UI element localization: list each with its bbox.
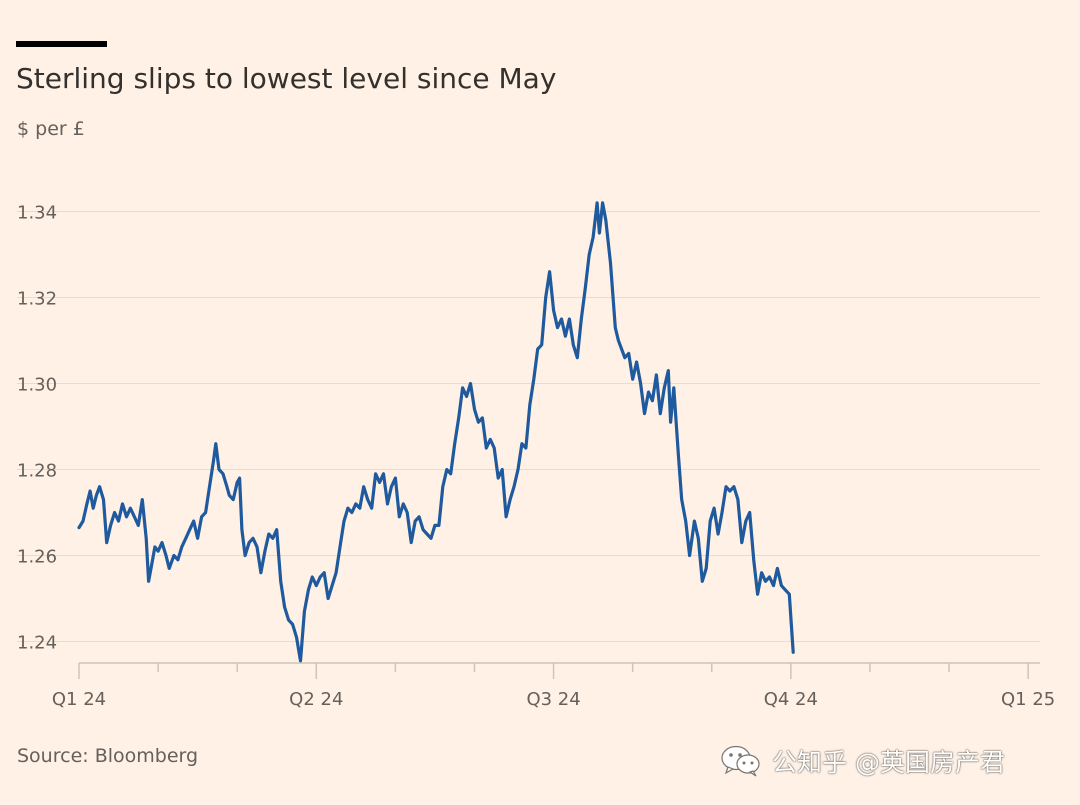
x-tick-label: Q1 24	[52, 689, 106, 710]
chart-source: Source: Bloomberg	[17, 745, 199, 767]
y-tick-label: 1.34	[17, 203, 57, 224]
watermark-text: 公知乎 @英国房产君	[772, 748, 1005, 777]
series-line-gbp-usd	[77, 201, 795, 663]
line-chart: 1.24 1.26 1.28 1.30 1.32 1.34 Q1 24 Q2 24 Q3 24…	[17, 201, 1055, 710]
y-tick-label: 1.32	[17, 289, 57, 310]
watermark: 公知乎 @英国房产君	[720, 741, 1005, 781]
x-axis-labels: Q1 24 Q2 24 Q3 24 Q4 24 Q1 25	[52, 689, 1055, 710]
series-group	[77, 201, 795, 663]
x-tick-label: Q1 25	[1001, 689, 1055, 710]
wechat-icon	[721, 745, 760, 777]
x-tick-label: Q3 24	[526, 689, 580, 710]
title-accent-bar	[16, 41, 107, 47]
y-tick-label: 1.24	[17, 633, 57, 654]
grid-lines	[17, 211, 1040, 642]
y-tick-label: 1.26	[17, 547, 57, 568]
y-tick-label: 1.28	[17, 461, 57, 482]
chart-title: Sterling slips to lowest level since May	[16, 62, 557, 95]
y-axis-labels: 1.24 1.26 1.28 1.30 1.32 1.34	[17, 203, 57, 654]
chart-subtitle: $ per £	[17, 118, 85, 140]
y-tick-label: 1.30	[17, 375, 57, 396]
x-tick-label: Q2 24	[289, 689, 343, 710]
x-tick-label: Q4 24	[764, 689, 818, 710]
x-axis	[78, 662, 1040, 679]
